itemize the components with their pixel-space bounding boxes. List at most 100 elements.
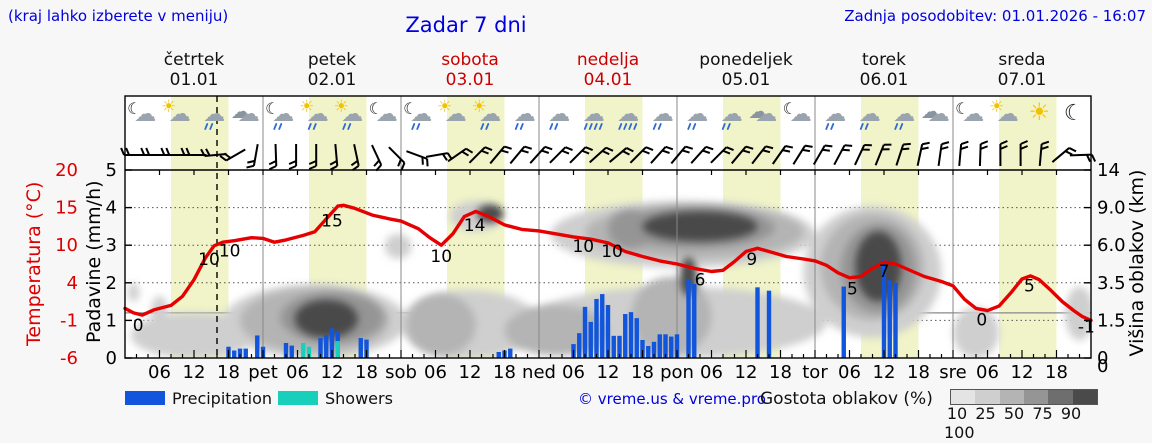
svg-text:0: 0 bbox=[1097, 348, 1108, 369]
sun-cloud-drizzle-icon: ☀☁ bbox=[472, 97, 501, 130]
svg-text:12: 12 bbox=[597, 362, 620, 383]
svg-text:☁: ☁ bbox=[479, 102, 501, 127]
svg-text:06: 06 bbox=[838, 362, 861, 383]
svg-text:10: 10 bbox=[55, 235, 78, 256]
svg-text:sob: sob bbox=[385, 362, 417, 383]
svg-text:2: 2 bbox=[106, 273, 117, 294]
svg-text:5: 5 bbox=[106, 160, 117, 181]
last-update-timestamp: Zadnja posodobitev: 01.01.2026 - 16:07 bbox=[844, 7, 1146, 25]
moon-cloud-icon: ☾☁ bbox=[783, 99, 812, 127]
svg-text:12: 12 bbox=[321, 362, 344, 383]
svg-text:10: 10 bbox=[430, 247, 452, 267]
svg-text:☁: ☁ bbox=[410, 102, 432, 127]
svg-text:☾: ☾ bbox=[1064, 101, 1084, 126]
svg-text:☁: ☁ bbox=[341, 102, 363, 127]
svg-text:☾: ☾ bbox=[783, 99, 797, 118]
svg-text:15: 15 bbox=[55, 198, 78, 219]
svg-text:6.0: 6.0 bbox=[1097, 235, 1126, 256]
svg-text:☾: ☾ bbox=[369, 99, 383, 118]
svg-text:tor: tor bbox=[802, 362, 828, 383]
svg-text:1: 1 bbox=[106, 310, 117, 331]
day-header-row: četrtek 01.01 petek 02.01 sobota 03.01 nedelja… bbox=[125, 50, 1091, 90]
svg-text:☁: ☁ bbox=[617, 102, 639, 127]
day-header: četrtek 01.01 bbox=[163, 50, 225, 90]
svg-text:☁: ☁ bbox=[238, 102, 260, 127]
svg-text:-1: -1 bbox=[60, 310, 78, 331]
cloud-drizzle-icon: ☁ bbox=[893, 102, 915, 130]
svg-text:☀: ☀ bbox=[1028, 98, 1050, 126]
svg-text:10: 10 bbox=[572, 237, 594, 257]
sun-cloud-icon: ☀☁ bbox=[161, 97, 191, 127]
cloudy-icon: ☁☁ bbox=[921, 99, 950, 127]
day-header: nedelja 04.01 bbox=[576, 50, 640, 90]
svg-text:☁: ☁ bbox=[652, 102, 674, 127]
moon-cloud-drizzle-icon: ☾☁ bbox=[403, 99, 432, 130]
svg-text:06: 06 bbox=[700, 362, 723, 383]
precipitation-bars bbox=[226, 260, 898, 358]
moon-cloud-icon: ☾☁ bbox=[127, 99, 156, 127]
svg-text:1.5: 1.5 bbox=[1097, 310, 1126, 331]
location-menu-hint: (kraj lahko izberete v meniju) bbox=[8, 7, 229, 25]
svg-text:06: 06 bbox=[976, 362, 999, 383]
svg-text:5: 5 bbox=[847, 279, 858, 299]
svg-text:-6: -6 bbox=[60, 348, 78, 369]
sun-cloud-icon: ☀☁ bbox=[989, 97, 1019, 127]
svg-text:12: 12 bbox=[459, 362, 482, 383]
cloud-drizzle-icon: ☁ bbox=[824, 102, 846, 130]
svg-text:☁: ☁ bbox=[272, 102, 294, 127]
showers-legend-label: Showers bbox=[325, 389, 393, 408]
svg-text:10: 10 bbox=[601, 242, 623, 262]
svg-text:☾: ☾ bbox=[265, 99, 279, 118]
rain-icon: ☁ bbox=[583, 102, 605, 130]
svg-text:18: 18 bbox=[631, 362, 654, 383]
svg-text:0: 0 bbox=[133, 316, 144, 336]
svg-text:12: 12 bbox=[183, 362, 206, 383]
svg-text:☁: ☁ bbox=[859, 102, 881, 127]
credit-link[interactable]: © vreme.us & vreme.pro bbox=[578, 390, 766, 408]
sun-icon: ☀ bbox=[1028, 98, 1050, 126]
svg-text:20: 20 bbox=[55, 160, 78, 181]
svg-text:18: 18 bbox=[355, 362, 378, 383]
svg-text:06: 06 bbox=[424, 362, 447, 383]
moon-cloud-icon: ☾☁ bbox=[955, 99, 984, 127]
svg-text:0: 0 bbox=[1097, 356, 1108, 377]
svg-text:☀: ☀ bbox=[472, 97, 487, 117]
legend-row: Precipitation Showers © vreme.us & vreme… bbox=[0, 388, 1152, 442]
svg-text:sre: sre bbox=[939, 362, 966, 383]
svg-text:18: 18 bbox=[1045, 362, 1068, 383]
svg-text:☁: ☁ bbox=[824, 102, 846, 127]
page-title: Zadar 7 dni bbox=[405, 13, 527, 37]
day-header: petek 02.01 bbox=[307, 50, 357, 90]
sun-cloud-drizzle-icon: ☀☁ bbox=[334, 97, 363, 130]
svg-text:14: 14 bbox=[1097, 160, 1120, 181]
cloud-drizzle-icon: ☁ bbox=[652, 102, 674, 130]
cloud-drizzle-icon: ☁ bbox=[514, 102, 536, 130]
cloud-drizzle-icon: ☁ bbox=[548, 102, 570, 130]
cloud-drizzle-icon: ☁ bbox=[203, 102, 225, 130]
svg-text:☀: ☀ bbox=[989, 97, 1004, 117]
svg-text:☁: ☁ bbox=[721, 102, 743, 127]
svg-text:ned: ned bbox=[522, 362, 556, 383]
svg-text:☁: ☁ bbox=[755, 102, 777, 127]
moon-icon: ☾ bbox=[1064, 101, 1084, 126]
svg-text:15: 15 bbox=[321, 211, 343, 231]
svg-text:☾: ☾ bbox=[127, 99, 141, 118]
svg-text:6: 6 bbox=[695, 270, 706, 290]
svg-text:☁: ☁ bbox=[134, 102, 156, 127]
svg-text:pon: pon bbox=[660, 362, 694, 383]
svg-text:☁: ☁ bbox=[583, 102, 605, 127]
svg-text:0: 0 bbox=[106, 348, 117, 369]
precipitation-legend-label: Precipitation bbox=[172, 389, 273, 408]
svg-text:☁: ☁ bbox=[921, 99, 941, 123]
wind-barbs bbox=[120, 140, 1097, 172]
sun-cloud-drizzle-icon: ☀☁ bbox=[299, 97, 329, 130]
svg-text:18: 18 bbox=[769, 362, 792, 383]
svg-text:☁: ☁ bbox=[748, 99, 768, 123]
svg-text:☁: ☁ bbox=[686, 102, 708, 127]
showers-swatch bbox=[278, 391, 318, 405]
day-header: sreda 07.01 bbox=[997, 50, 1047, 90]
cloud-drizzle-icon: ☁ bbox=[686, 102, 708, 130]
svg-text:18: 18 bbox=[493, 362, 516, 383]
